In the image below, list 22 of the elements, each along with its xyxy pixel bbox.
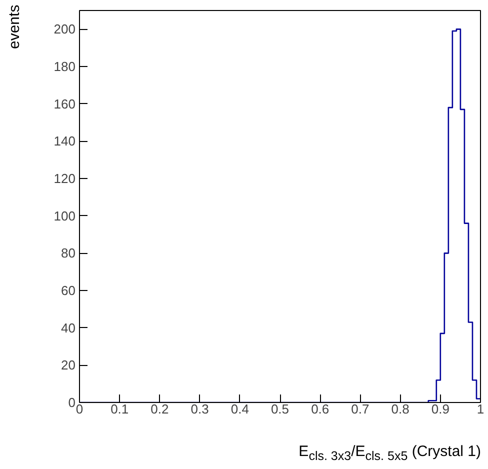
y-tick-label: 160 — [54, 96, 76, 112]
x-tick-label: 0.1 — [110, 402, 129, 416]
y-tick-label: 200 — [54, 22, 76, 37]
x-tick-label: 0.5 — [270, 402, 290, 416]
x-tick-label: 0.8 — [391, 402, 410, 416]
x-tick-label: 0.4 — [230, 402, 249, 416]
y-tick-label: 80 — [61, 246, 76, 261]
x-tick-label: 1 — [476, 402, 484, 416]
y-tick-label: 120 — [54, 171, 76, 186]
y-axis-title: events — [5, 5, 24, 50]
x-tick-label: 0.2 — [150, 402, 169, 416]
y-tick-label: 20 — [61, 358, 76, 373]
y-tick-label: 180 — [54, 59, 76, 74]
x-tick-label: 0.7 — [351, 402, 370, 416]
x-axis-title: E$_{cls. 3x3}$/E$_{cls. 5x5}$ (Crystal 1) — [298, 442, 481, 465]
y-tick-label: 140 — [54, 134, 76, 149]
x-tick-label: 0.3 — [190, 402, 209, 416]
y-tick-label: 40 — [61, 320, 76, 336]
y-tick-label: 100 — [54, 208, 76, 224]
y-tick-label: 60 — [61, 283, 76, 298]
x-tick-label: 0.6 — [311, 402, 330, 416]
x-tick-label: 0.9 — [431, 402, 450, 416]
